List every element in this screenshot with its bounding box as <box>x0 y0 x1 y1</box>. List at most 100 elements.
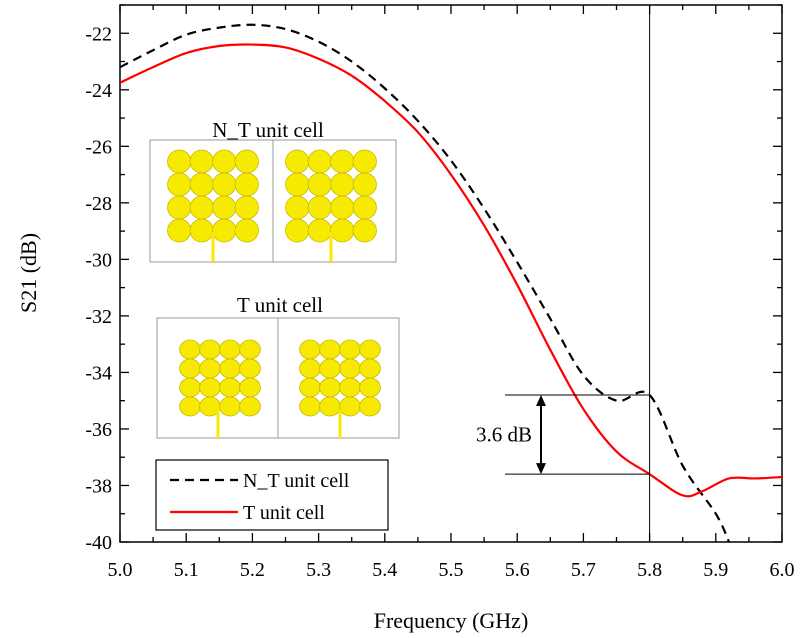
patch-element <box>319 377 341 398</box>
inset-nt-left-cell <box>167 149 259 262</box>
x-tick-label: 5.4 <box>372 559 397 581</box>
patch-element <box>219 396 241 417</box>
patch-element <box>212 172 237 197</box>
annotation-label: 3.6 dB <box>476 423 532 447</box>
legend-label-t: T unit cell <box>243 502 325 524</box>
patch-element <box>179 396 201 417</box>
x-tick-label: 5.1 <box>174 559 199 581</box>
x-tick-label: 5.7 <box>571 559 596 581</box>
patch-element <box>179 377 201 398</box>
patch-element <box>234 172 259 197</box>
patch-element <box>285 218 310 243</box>
arrow-head-up-icon <box>536 395 546 407</box>
patch-element <box>189 218 214 243</box>
patch-element <box>189 149 214 174</box>
x-axis-title: Frequency (GHz) <box>374 608 529 633</box>
legend-box <box>155 459 389 531</box>
patch-element <box>179 339 201 360</box>
y-tick-label: -26 <box>85 136 112 158</box>
patch-element <box>359 339 381 360</box>
y-tick-label: -38 <box>85 475 112 497</box>
patch-element <box>359 377 381 398</box>
patch-element <box>352 149 377 174</box>
inset-nt-right-cell <box>285 149 377 262</box>
legend-label-nt: N_T unit cell <box>243 470 350 492</box>
x-tick-label: 5.6 <box>505 559 530 581</box>
patch-element <box>219 339 241 360</box>
patch-element <box>299 396 321 417</box>
patch-element <box>212 218 237 243</box>
inset-nt-unit-cell: N_T unit cell <box>149 118 397 263</box>
patch-element <box>307 149 332 174</box>
patch-element <box>239 377 261 398</box>
x-tick-label: 5.0 <box>108 559 133 581</box>
x-tick-label: 5.5 <box>439 559 464 581</box>
patch-element <box>239 339 261 360</box>
patch-element <box>239 358 261 379</box>
patch-element <box>199 377 221 398</box>
x-tick-label: 5.2 <box>240 559 265 581</box>
x-tick-label: 5.3 <box>306 559 331 581</box>
patch-element <box>359 358 381 379</box>
inset-t-unit-cell: T unit cell <box>156 293 400 439</box>
y-tick-label: -30 <box>85 249 112 271</box>
patch-element <box>219 377 241 398</box>
series-t-unit-cell-line <box>120 43 782 498</box>
patch-element <box>212 195 237 220</box>
patch-element <box>307 172 332 197</box>
patch-element <box>339 358 361 379</box>
x-tick-label: 5.8 <box>637 559 662 581</box>
patch-element <box>330 195 355 220</box>
series-nt-unit-cell-line <box>120 23 731 542</box>
patch-element <box>339 396 361 417</box>
y-axis-title: S21 (dB) <box>16 233 41 313</box>
patch-element <box>319 396 341 417</box>
patch-element <box>352 218 377 243</box>
patch-element <box>307 218 332 243</box>
patch-element <box>167 172 192 197</box>
patch-element <box>199 358 221 379</box>
patch-element <box>167 195 192 220</box>
axis-tick-labels: 5.0 5.1 5.2 5.3 5.4 5.5 5.6 5.7 5.8 5.9 6.0 -40 -38 -… <box>85 23 794 581</box>
patch-element <box>285 149 310 174</box>
patch-element <box>359 396 381 417</box>
patch-element <box>234 218 259 243</box>
y-tick-label: -28 <box>85 193 112 215</box>
patch-element <box>234 195 259 220</box>
patch-element <box>299 377 321 398</box>
patch-element <box>285 172 310 197</box>
x-tick-label: 6.0 <box>770 559 795 581</box>
arrow-head-down-icon <box>536 463 546 475</box>
y-tick-label: -32 <box>85 306 112 328</box>
inset-t-right-cell <box>299 339 381 438</box>
patch-element <box>330 218 355 243</box>
x-tick-label: 5.9 <box>703 559 728 581</box>
patch-element <box>239 396 261 417</box>
patch-element <box>319 339 341 360</box>
patch-element <box>167 149 192 174</box>
patch-element <box>352 195 377 220</box>
patch-element <box>167 218 192 243</box>
patch-element <box>179 358 201 379</box>
patch-element <box>339 339 361 360</box>
y-tick-label: -36 <box>85 419 112 441</box>
annotation-3-6-db: 3.6 dB <box>476 5 651 542</box>
patch-element <box>234 149 259 174</box>
patch-element <box>330 149 355 174</box>
patch-element <box>212 149 237 174</box>
inset-nt-title: N_T unit cell <box>212 118 324 142</box>
patch-element <box>307 195 332 220</box>
patch-element <box>189 172 214 197</box>
inset-t-title: T unit cell <box>237 293 323 317</box>
patch-element <box>299 339 321 360</box>
patch-element <box>330 172 355 197</box>
y-tick-label: -40 <box>85 532 112 554</box>
patch-element <box>285 195 310 220</box>
inset-t-left-cell <box>179 339 261 438</box>
patch-element <box>319 358 341 379</box>
y-tick-label: -34 <box>85 362 112 384</box>
axis-ticks <box>119 4 783 543</box>
patch-element <box>339 377 361 398</box>
y-tick-label: -22 <box>85 23 112 45</box>
